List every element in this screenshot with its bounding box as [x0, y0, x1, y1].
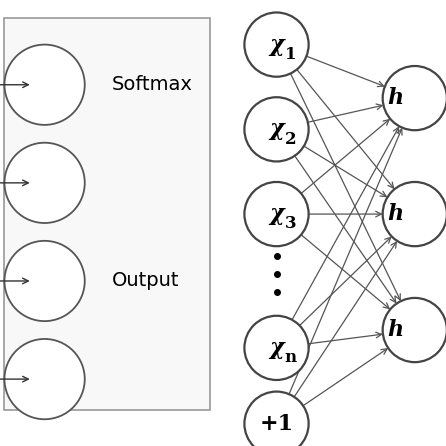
Text: n: n — [285, 349, 297, 366]
Text: h: h — [387, 319, 403, 341]
Text: 2: 2 — [285, 131, 296, 148]
Text: Softmax: Softmax — [112, 75, 192, 94]
Ellipse shape — [244, 392, 309, 446]
Text: 1: 1 — [285, 46, 296, 63]
Text: h: h — [387, 87, 403, 109]
Text: h: h — [387, 203, 403, 225]
Text: χ: χ — [269, 337, 284, 359]
Ellipse shape — [4, 45, 85, 125]
Text: χ: χ — [269, 118, 284, 140]
Text: +1: +1 — [260, 413, 293, 435]
Ellipse shape — [383, 66, 446, 130]
Text: χ: χ — [269, 33, 284, 56]
Text: 3: 3 — [285, 215, 296, 232]
Ellipse shape — [244, 182, 309, 246]
Ellipse shape — [4, 339, 85, 419]
Text: Output: Output — [112, 272, 179, 290]
Ellipse shape — [383, 182, 446, 246]
Ellipse shape — [383, 298, 446, 362]
Ellipse shape — [244, 12, 309, 77]
Ellipse shape — [244, 97, 309, 161]
Text: χ: χ — [269, 203, 284, 225]
Ellipse shape — [4, 241, 85, 321]
FancyBboxPatch shape — [4, 18, 210, 410]
Ellipse shape — [4, 143, 85, 223]
Ellipse shape — [244, 316, 309, 380]
